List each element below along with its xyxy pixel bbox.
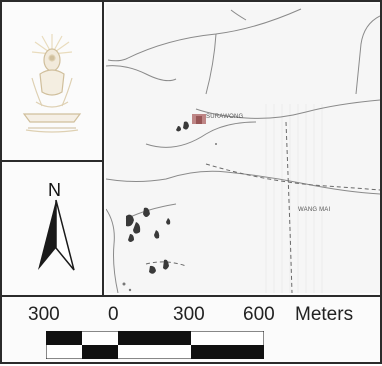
left-column: N [2,2,104,295]
scale-tick-label-3: 300 [173,304,205,325]
north-arrow-panel [2,162,102,293]
scale-tick-label-2: 0 [108,304,119,325]
scale-bar [46,331,264,359]
scale-tick-label-1: 300 [28,304,60,325]
scale-bar-panel: 300 0 300 600 Meters [2,295,382,366]
north-label: N [48,180,61,200]
map-canvas[interactable] [106,4,380,293]
place-label-2: WANG MAI [298,207,331,213]
place-label-1: SURAWONG [206,114,244,120]
scale-unit-label: Meters [295,304,354,325]
north-arrow-icon [38,199,75,271]
scale-tick-label-4: 600 [243,304,275,325]
emblem-icon [22,34,82,133]
map-area[interactable]: SURAWONG WANG MAI [106,4,380,293]
logo-panel [2,2,102,162]
